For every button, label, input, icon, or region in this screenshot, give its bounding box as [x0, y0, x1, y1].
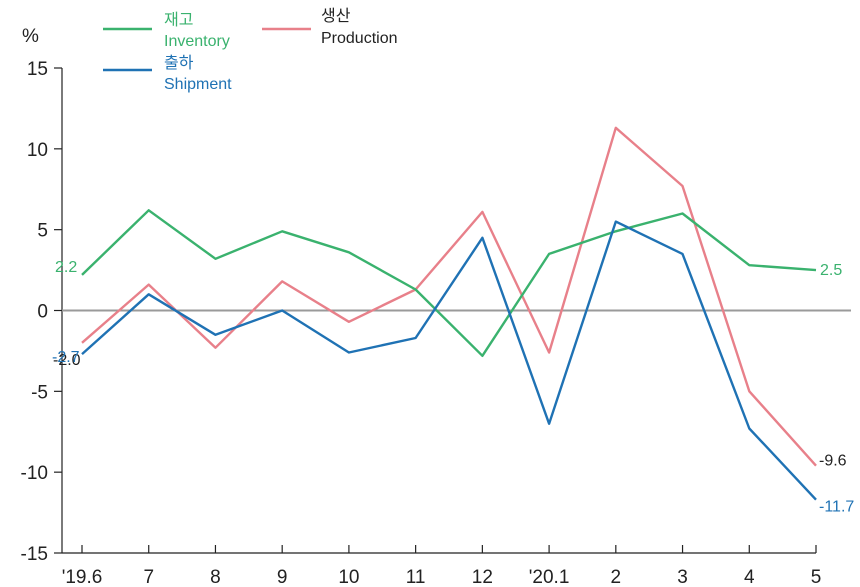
legend-label-shipment-ko: 출하 [164, 53, 194, 72]
y-tick-label: 5 [37, 221, 48, 242]
y-axis-unit-label: % [22, 26, 39, 47]
data-label-end-inventory: 2.5 [820, 262, 842, 279]
series-line-production [81, 126, 817, 467]
data-label-end-shipment: -11.7 [819, 499, 854, 516]
x-tick-label: 12 [472, 567, 493, 587]
legend: 재고 Inventory 생산 Production 출하 Shipment [103, 6, 398, 93]
x-tick-label: 10 [338, 567, 359, 587]
x-tick-label: 11 [406, 567, 426, 587]
x-tick-label: 8 [210, 567, 221, 587]
y-tick-label: 15 [27, 59, 48, 80]
y-tick-label: 10 [27, 140, 48, 161]
x-tick-label: 9 [277, 567, 288, 587]
legend-item-shipment: 출하 Shipment [103, 53, 232, 93]
data-labels: 2.2 2.5 -2.0 -9.6 -2.7 -11.7 [52, 259, 854, 516]
legend-label-inventory-ko: 재고 [164, 10, 193, 29]
series-line-shipment [81, 220, 817, 501]
series-lines [81, 126, 817, 501]
data-label-start-shipment: -2.7 [52, 349, 80, 366]
data-label-end-production: -9.6 [819, 453, 847, 470]
y-tick-label: -10 [21, 463, 48, 484]
legend-label-inventory-en: Inventory [164, 33, 230, 50]
x-tick-label: '20.1 [529, 567, 570, 587]
x-tick-label: 3 [677, 567, 688, 587]
x-tick-label: '19.6 [62, 567, 103, 587]
data-label-start-production: -2.0 [53, 352, 81, 369]
y-tick-label: -15 [21, 544, 48, 565]
legend-item-production: 생산 Production [262, 6, 398, 47]
legend-label-shipment-en: Shipment [164, 76, 232, 93]
x-tick-label: 5 [811, 567, 822, 587]
x-tick-label: 2 [611, 567, 622, 587]
legend-label-production-en: Production [321, 30, 398, 47]
y-tick-label: -5 [31, 382, 48, 403]
x-tick-label: 4 [744, 567, 755, 587]
y-tick-label: 0 [37, 302, 48, 323]
legend-label-production-ko: 생산 [321, 6, 351, 25]
x-tick-label: 7 [143, 567, 154, 587]
data-label-start-inventory: 2.2 [55, 259, 77, 276]
series-line-inventory [81, 209, 817, 357]
axes: 15 10 5 0 -5 -10 -15 '19.6 7 8 9 10 11 12 '20.1 2 3 4 5 [21, 59, 851, 587]
legend-item-inventory: 재고 Inventory [103, 10, 230, 50]
